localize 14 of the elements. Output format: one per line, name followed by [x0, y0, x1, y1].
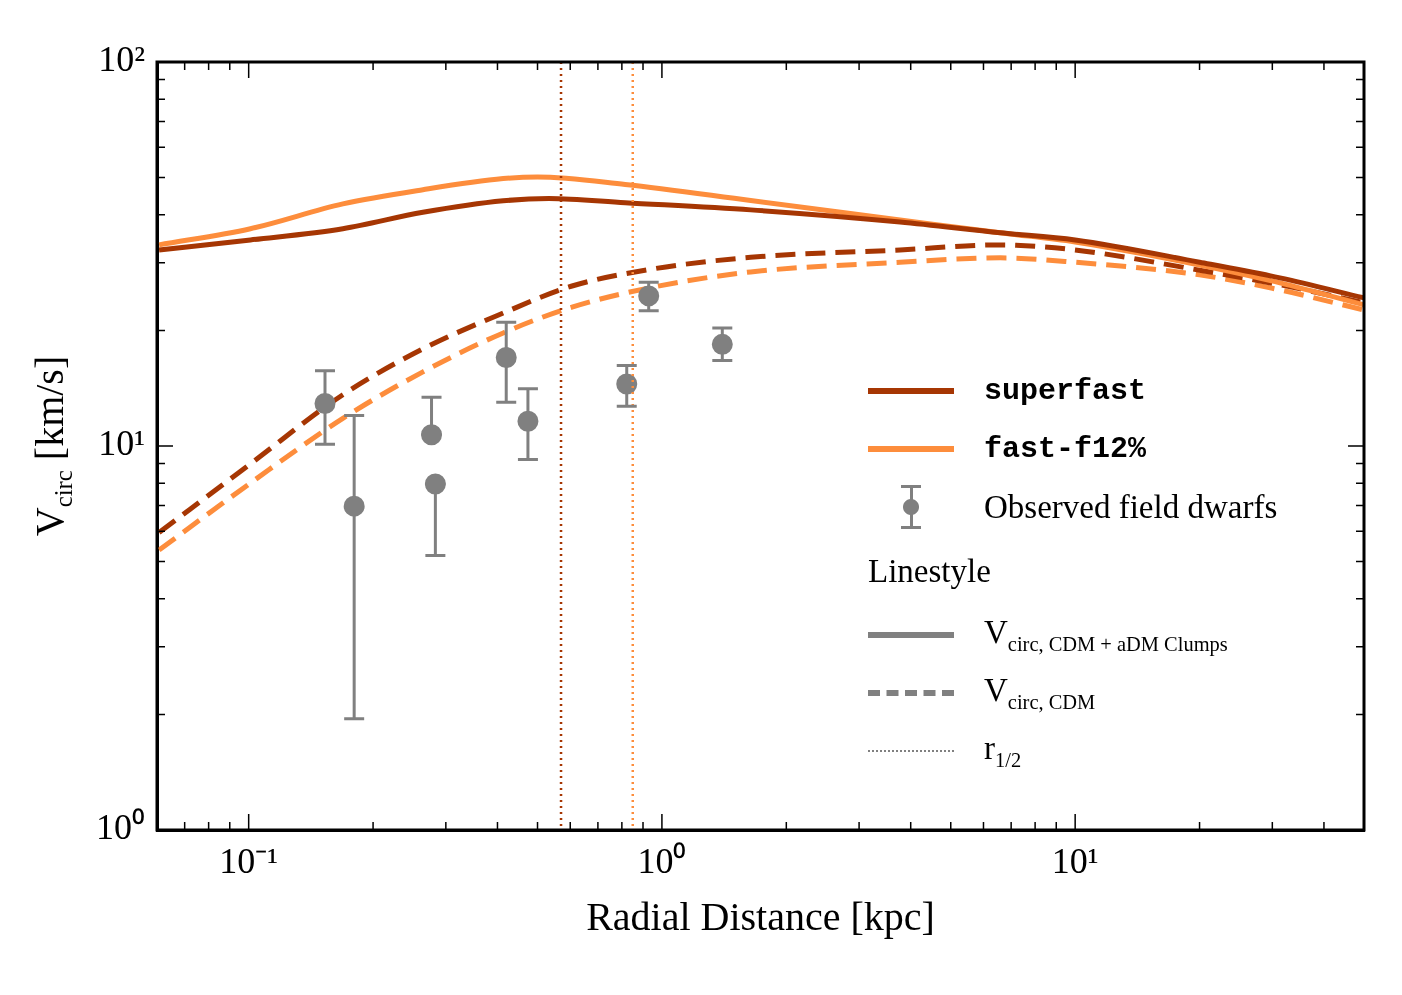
legend-label: superfast	[984, 374, 1147, 408]
annotation: V$_{circ, CDM}$	[984, 672, 1096, 714]
annotation: r$_{1/2}$	[984, 730, 1022, 772]
annotation: Linestyle	[868, 552, 991, 590]
x-tick-label: 10¹	[1051, 841, 1099, 882]
x-tick-label: 10⁰	[637, 841, 687, 882]
legend-label: Observed field dwarfs	[984, 488, 1278, 526]
y-tick-label: 10⁰	[96, 807, 145, 848]
x-axis-title: Radial Distance [kpc]	[585, 893, 936, 940]
x-tick-label: 10⁻¹	[219, 841, 279, 882]
legend-label: fast-f12%	[984, 432, 1147, 466]
y-tick-label: 10¹	[98, 423, 145, 464]
y-tick-label: 10²	[98, 39, 145, 80]
annotation: V$_{circ, CDM + aDM Clumps}$	[984, 614, 1228, 656]
